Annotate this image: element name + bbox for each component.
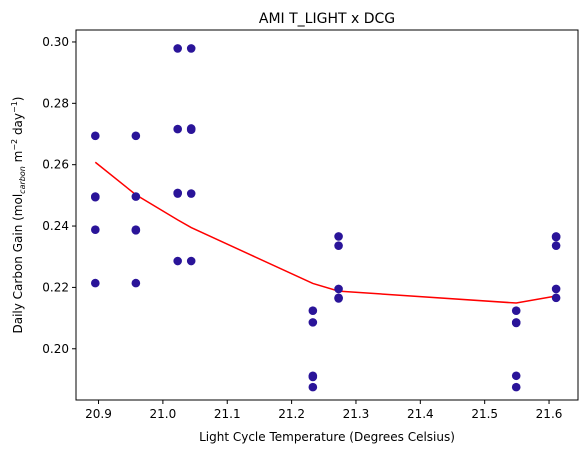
y-axis-ticks: 0.20 0.22 0.24 0.26 0.28 0.30: [42, 35, 76, 356]
scatter-point: [308, 372, 318, 382]
scatter-point: [511, 382, 521, 392]
scatter-point: [308, 318, 318, 327]
y-label-suffix: ): [11, 96, 25, 101]
scatter-point: [91, 225, 100, 235]
y-label-sup1: −2: [10, 139, 19, 151]
scatter-point: [91, 278, 100, 288]
scatter-point: [334, 241, 343, 250]
scatter-point: [308, 382, 318, 392]
y-axis-label: Daily Carbon Gain (molcarbon m−2 day−1): [10, 96, 27, 333]
scatter-point: [186, 189, 196, 198]
scatter-point: [551, 232, 561, 242]
y-tick-label: 0.30: [42, 35, 69, 49]
scatter-point: [186, 44, 196, 53]
y-label-prefix: Daily Carbon Gain (mol: [11, 194, 25, 334]
scatter-point: [511, 318, 521, 328]
x-tick-label: 21.0: [150, 407, 177, 421]
scatter-point: [511, 306, 521, 316]
y-label-mid2: day: [11, 113, 25, 139]
trend-line: [94, 161, 557, 304]
scatter-point: [186, 256, 196, 266]
scatter-point: [551, 241, 561, 250]
scatter-point: [551, 293, 561, 303]
x-axis-label: Light Cycle Temperature (Degrees Celsius…: [199, 430, 455, 444]
x-tick-label: 21.1: [214, 407, 241, 421]
y-tick-label: 0.22: [42, 280, 69, 294]
scatter-point: [131, 192, 141, 201]
x-tick-label: 21.5: [471, 407, 498, 421]
scatter-point: [334, 294, 343, 303]
x-tick-label: 21.4: [407, 407, 434, 421]
y-label-sup2: −1: [10, 101, 19, 113]
y-label-mid: m: [11, 151, 25, 167]
scatter-point: [131, 226, 141, 235]
scatter-point: [131, 278, 141, 288]
scatter-point: [551, 284, 561, 294]
scatter-point: [511, 371, 521, 381]
scatter-point: [186, 125, 196, 135]
scatter-point: [334, 284, 343, 294]
scatter-point: [173, 124, 182, 134]
y-tick-label: 0.26: [42, 158, 69, 172]
y-label-sub: carbon: [18, 166, 27, 194]
x-tick-label: 21.2: [278, 407, 305, 421]
x-tick-label: 20.9: [85, 407, 112, 421]
x-tick-label: 21.6: [536, 407, 563, 421]
scatter-point: [173, 189, 182, 198]
x-tick-label: 21.3: [343, 407, 370, 421]
x-axis-ticks: 20.9 21.0 21.1 21.2 21.3 21.4 21.5 21.6: [85, 400, 562, 421]
scatter-point: [173, 256, 182, 266]
scatter-point: [334, 232, 343, 241]
scatter-point: [173, 44, 182, 53]
chart-title: AMI T_LIGHT x DCG: [259, 11, 395, 27]
scatter-point: [91, 131, 100, 141]
y-tick-label: 0.28: [42, 96, 69, 110]
plot-frame: [75, 29, 579, 401]
scatter-points: [91, 44, 561, 392]
y-tick-label: 0.20: [42, 342, 69, 356]
y-tick-label: 0.24: [42, 219, 69, 233]
scatter-point: [131, 131, 141, 141]
scatter-point: [308, 306, 318, 316]
scatter-point: [91, 192, 100, 202]
trend-line-group: [94, 161, 557, 304]
